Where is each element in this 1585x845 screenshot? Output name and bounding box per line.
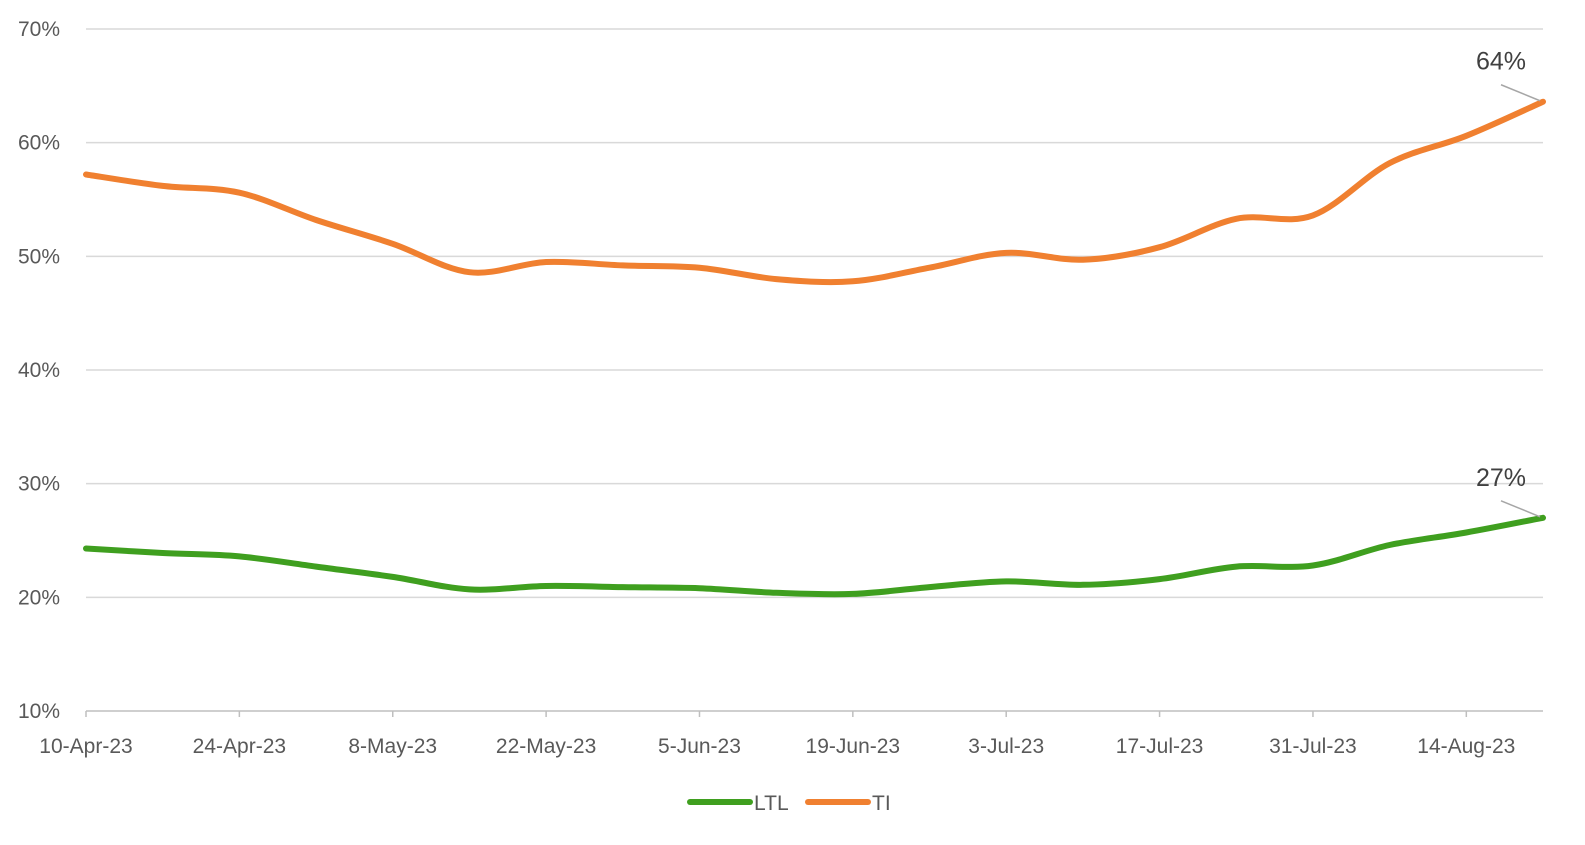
leader-line-ti bbox=[1500, 84, 1541, 102]
y-tick-label: 20% bbox=[18, 586, 60, 609]
legend-label-ti: TI bbox=[872, 792, 891, 815]
x-tick-label: 5-Jun-23 bbox=[658, 735, 741, 758]
y-tick-label: 30% bbox=[18, 473, 60, 496]
y-tick-label: 10% bbox=[18, 700, 60, 723]
x-tick-label: 24-Apr-23 bbox=[193, 735, 286, 758]
legend-label-ltl: LTL bbox=[754, 792, 789, 815]
series-line-ltl bbox=[83, 514, 1546, 598]
leader-line-ltl bbox=[1500, 500, 1541, 518]
y-axis-tick-labels: 10% 20% 30% 40% 50% 60% 70% bbox=[18, 18, 60, 723]
series-lines bbox=[83, 98, 1546, 598]
x-axis bbox=[85, 710, 1543, 717]
x-tick-label: 10-Apr-23 bbox=[39, 735, 132, 758]
end-labels: 27% 64% bbox=[1476, 48, 1541, 518]
x-tick-label: 3-Jul-23 bbox=[968, 735, 1044, 758]
y-tick-label: 50% bbox=[18, 245, 60, 268]
legend: LTL TI bbox=[687, 792, 891, 815]
y-tick-label: 60% bbox=[18, 132, 60, 155]
x-tick-label: 22-May-23 bbox=[496, 735, 596, 758]
x-tick-label: 17-Jul-23 bbox=[1116, 735, 1204, 758]
gridlines bbox=[86, 28, 1543, 599]
y-tick-label: 70% bbox=[18, 18, 60, 41]
x-tick-label: 8-May-23 bbox=[348, 735, 437, 758]
x-axis-tick-labels: 10-Apr-23 24-Apr-23 8-May-23 22-May-23 5-Jun… bbox=[39, 735, 1515, 758]
y-tick-label: 40% bbox=[18, 359, 60, 382]
series-line-ti bbox=[83, 98, 1546, 286]
x-tick-label: 31-Jul-23 bbox=[1269, 735, 1357, 758]
end-label-ltl: 27% bbox=[1476, 464, 1526, 492]
end-label-ti: 64% bbox=[1476, 48, 1526, 76]
x-tick-label: 19-Jun-23 bbox=[806, 735, 901, 758]
x-tick-label: 14-Aug-23 bbox=[1417, 735, 1515, 758]
